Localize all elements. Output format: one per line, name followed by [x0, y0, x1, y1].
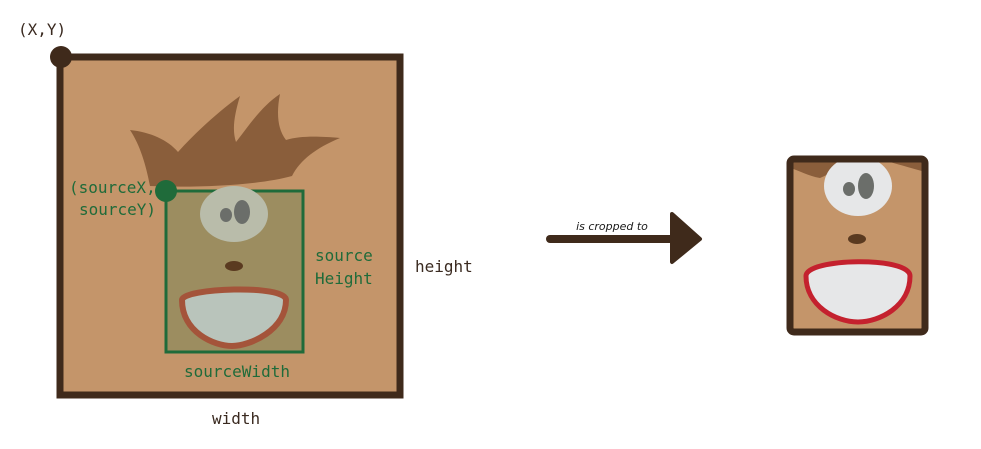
crop-arrow: is cropped to: [546, 212, 702, 264]
cropped-nose: [848, 234, 866, 244]
source-image: [50, 46, 404, 399]
source-origin-label-line2: sourceY): [79, 200, 156, 219]
cropped-image: [786, 155, 929, 336]
arrow-head: [670, 212, 702, 264]
cropped-pupil-left: [843, 182, 855, 196]
eye-white-shape: [200, 186, 268, 242]
arrow-caption: is cropped to: [576, 220, 648, 233]
cropped-frame: [786, 155, 929, 336]
pupil-left-shape: [220, 208, 232, 222]
cropped-pupil-right: [858, 173, 874, 199]
source-width-label: sourceWidth: [184, 362, 290, 381]
source-origin-label-line1: (sourceX,: [69, 178, 156, 197]
source-origin-dot: [155, 180, 177, 202]
height-label: height: [415, 257, 473, 276]
mouth-shape: [178, 286, 290, 350]
width-label: width: [212, 409, 260, 428]
nose-shape: [225, 261, 243, 271]
origin-dot: [50, 46, 72, 68]
cropped-hair-left: [790, 159, 845, 178]
hair-shape: [130, 94, 340, 187]
origin-label: (X,Y): [18, 20, 66, 39]
cropped-mouth: [803, 259, 913, 325]
source-height-label-line2: Height: [315, 269, 373, 288]
source-height-label-line1: source: [315, 246, 373, 265]
pupil-right-shape: [234, 200, 250, 224]
